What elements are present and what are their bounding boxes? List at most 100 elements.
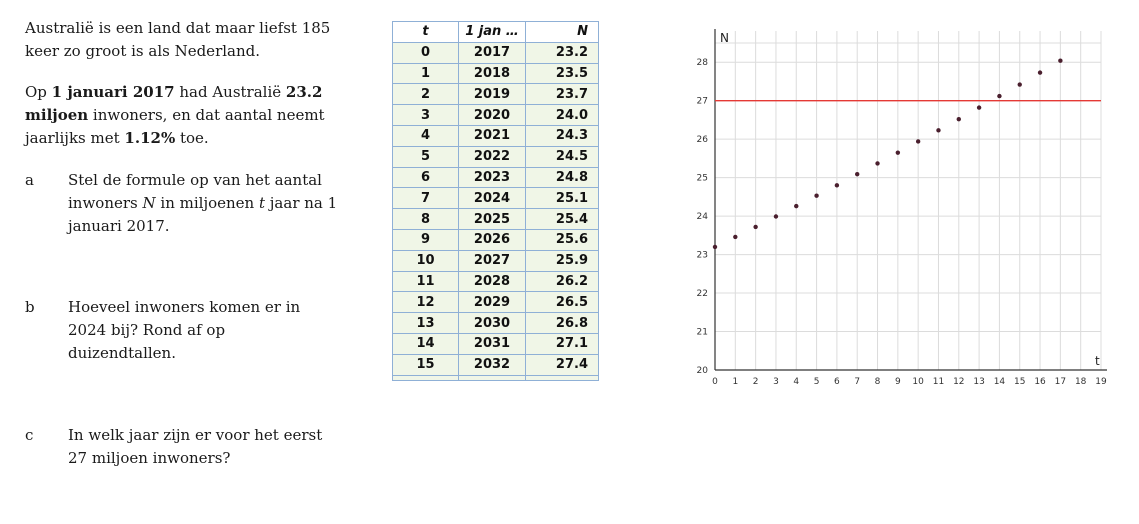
- x-tick-label: 3: [773, 377, 779, 387]
- table-row: 4 2021 24.3: [392, 124, 599, 147]
- table-cell-year: 2017: [458, 41, 526, 64]
- x-tick-label: 8: [875, 377, 881, 387]
- data-point: [936, 128, 941, 133]
- intro-text-2g: toe.: [175, 129, 209, 147]
- table-row: 9 2026 25.6: [392, 228, 599, 251]
- table-cell-t: 15: [392, 353, 459, 376]
- intro-growth-rate: 1.12%: [124, 129, 176, 147]
- table-cell-t: 9: [392, 228, 459, 251]
- table-cell-empty: [392, 374, 459, 381]
- data-point: [895, 150, 901, 155]
- table-cell-year: 2028: [458, 270, 526, 293]
- y-axis-label: N: [720, 31, 729, 45]
- table-cell-n: 23.5: [525, 62, 599, 85]
- table-cell-t: 2: [392, 83, 459, 106]
- y-tick-label: 26: [697, 135, 709, 145]
- table-cell-n: 24.3: [525, 124, 599, 147]
- question-c-text: In welk jaar zijn er voor het eerst 27 m…: [68, 426, 323, 467]
- table-cell-n: 23.7: [525, 83, 599, 106]
- x-tick-label: 14: [994, 377, 1006, 387]
- table-cell-n: 24.0: [525, 104, 599, 126]
- table-cell-year: 2031: [458, 332, 526, 355]
- table-row-partial: [392, 374, 599, 381]
- data-table: t 1 jan … N 0 2017 23.2 1 2018 23.5 2 2019 23.7 3…: [392, 21, 599, 381]
- table-row: 0 2017 23.2: [392, 41, 599, 64]
- x-tick-label: 6: [834, 377, 840, 387]
- table-cell-n: 23.2: [525, 41, 599, 64]
- table-cell-year: 2029: [458, 291, 526, 314]
- table-cell-year: 2026: [458, 228, 526, 251]
- table-cell-t: 7: [392, 187, 459, 210]
- table-cell-t: 1: [392, 62, 459, 85]
- intro-paragraph-1: Australië is een land dat maar liefst 18…: [25, 17, 345, 63]
- x-tick-label: 7: [854, 377, 860, 387]
- y-tick-label: 24: [697, 212, 709, 222]
- table-cell-n: 25.9: [525, 249, 599, 272]
- data-point: [773, 214, 779, 219]
- table-cell-n: 25.6: [525, 228, 599, 251]
- table-cell-n: 24.5: [525, 145, 599, 168]
- table-row: 14 2031 27.1: [392, 332, 599, 355]
- y-tick-label: 25: [697, 174, 708, 184]
- y-tick-label: 27: [697, 97, 708, 107]
- table-header-n: N: [525, 21, 599, 43]
- x-tick-label: 18: [1075, 377, 1087, 387]
- x-tick-label: 17: [1055, 377, 1066, 387]
- x-tick-label: 9: [895, 377, 901, 387]
- table-cell-year: 2019: [458, 83, 526, 106]
- table-row: 5 2022 24.5: [392, 145, 599, 168]
- table-cell-t: 14: [392, 332, 459, 355]
- table-cell-year: 2018: [458, 62, 526, 85]
- question-a-var-n: N: [142, 194, 156, 212]
- table-cell-year: 2020: [458, 104, 526, 126]
- table-cell-year: 2027: [458, 249, 526, 272]
- table-cell-t: 6: [392, 166, 459, 189]
- table-row: 2 2019 23.7: [392, 83, 599, 106]
- table-cell-n: 26.2: [525, 270, 599, 293]
- table-cell-n: 25.4: [525, 208, 599, 230]
- table-cell-t: 8: [392, 208, 459, 230]
- question-a-part3: jaar na 1 januari 2017.: [68, 194, 338, 235]
- x-tick-label: 15: [1014, 377, 1025, 387]
- table-row: 3 2020 24.0: [392, 104, 599, 126]
- table-cell-empty: [525, 374, 599, 381]
- table-cell-year: 2024: [458, 187, 526, 210]
- table-cell-year: 2022: [458, 145, 526, 168]
- x-tick-label: 10: [912, 377, 924, 387]
- chart-points: [712, 58, 1063, 250]
- intro-text-1: Australië is een land dat maar liefst 18…: [25, 19, 331, 60]
- question-b-text: Hoeveel inwoners komen er in 2024 bij? R…: [68, 298, 301, 362]
- question-b-letter: b: [25, 298, 35, 316]
- table-cell-empty: [458, 374, 526, 381]
- table-cell-year: 2023: [458, 166, 526, 189]
- y-tick-label: 23: [697, 251, 708, 261]
- data-point: [733, 234, 738, 240]
- table-header-row: t 1 jan … N: [392, 21, 599, 43]
- question-a-letter: a: [25, 171, 34, 189]
- x-tick-label: 16: [1034, 377, 1046, 387]
- x-tick-label: 13: [973, 377, 984, 387]
- table-header-date: 1 jan …: [458, 21, 526, 43]
- x-tick-label: 0: [712, 377, 718, 387]
- y-tick-label: 20: [697, 366, 709, 376]
- x-tick-label: 1: [732, 377, 738, 387]
- table-cell-t: 4: [392, 124, 459, 147]
- table-header-t: t: [392, 21, 459, 43]
- table-row: 7 2024 25.1: [392, 187, 599, 210]
- intro-paragraph-2: Op 1 januari 2017 had Australië 23.2 mil…: [25, 81, 345, 150]
- chart-axes: [714, 29, 1107, 371]
- question-c-letter: c: [25, 426, 34, 444]
- chart-tick-labels: 0 1 2 3 4 5 6 7 8 9 10 11 12 13 14 15 16 17 18 192021222324…: [697, 58, 1107, 387]
- x-tick-label: 4: [793, 377, 799, 387]
- table-cell-n: 24.8: [525, 166, 599, 189]
- x-axis-label: t: [1095, 354, 1100, 368]
- intro-text-2c: had Australië: [174, 83, 286, 101]
- table-row: 10 2027 25.9: [392, 249, 599, 272]
- intro-population: 23.2 miljoen: [25, 83, 323, 124]
- intro-text-2e: inwoners, en dat aantal neemt jaarlijks …: [25, 106, 325, 147]
- table-cell-year: 2032: [458, 353, 526, 376]
- x-tick-label: 5: [814, 377, 820, 387]
- table-cell-t: 13: [392, 312, 459, 334]
- intro-date: 1 januari 2017: [51, 83, 175, 101]
- table-row: 15 2032 27.4: [392, 353, 599, 376]
